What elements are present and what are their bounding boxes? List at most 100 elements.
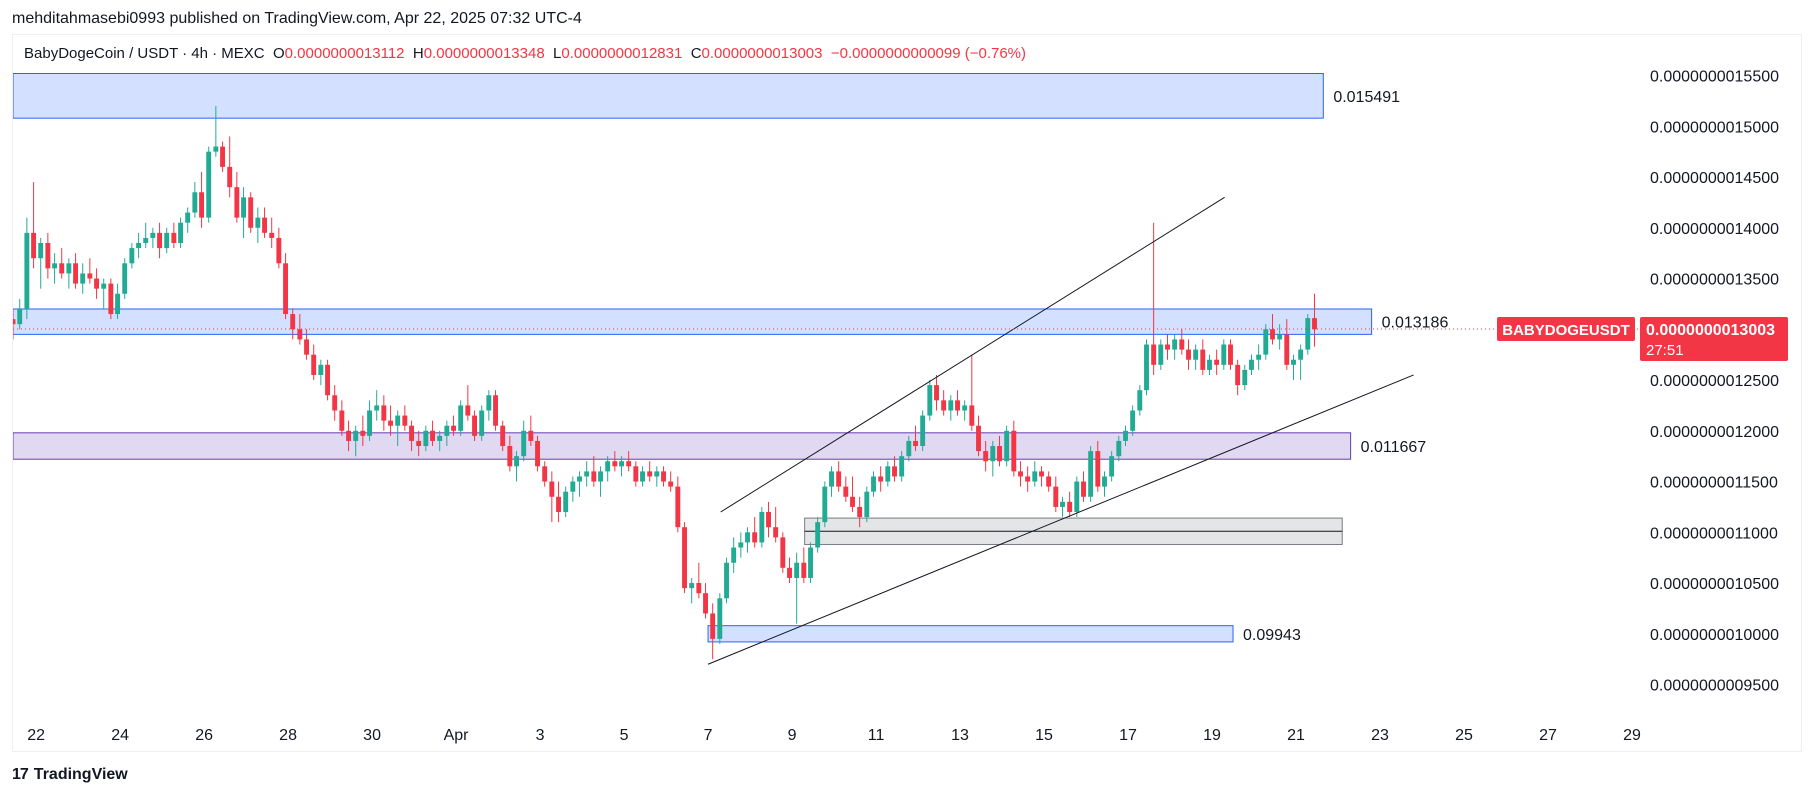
candle-body xyxy=(346,430,352,441)
symbol-tag-text: BABYDOGEUSDT xyxy=(1502,322,1630,339)
candle-body xyxy=(759,511,765,543)
candle-body xyxy=(745,532,750,543)
candle-body xyxy=(647,471,653,477)
candle-body xyxy=(1291,359,1296,365)
candle-body xyxy=(766,511,771,528)
candle-body xyxy=(73,263,79,284)
candle-body xyxy=(1109,456,1115,477)
candle-body xyxy=(514,456,519,467)
candle-body xyxy=(808,547,813,578)
candle-body xyxy=(493,395,499,426)
candle-body xyxy=(822,486,828,523)
candle-body xyxy=(1137,390,1143,411)
y-axis-tick-label: 0.0000000009500 xyxy=(1650,678,1779,695)
zone-09943 xyxy=(707,625,1234,643)
legend-open-label: O xyxy=(273,45,285,62)
candle-body xyxy=(864,491,870,518)
candle-body xyxy=(52,263,58,269)
candle-body xyxy=(773,527,779,538)
zone-011667-label: 0.011667 xyxy=(1361,439,1427,456)
candle-body xyxy=(1046,476,1052,487)
candle-body xyxy=(885,466,891,482)
candle-body xyxy=(1214,359,1220,365)
zone-09943-label: 0.09943 xyxy=(1243,627,1301,644)
candle-body xyxy=(997,446,1002,462)
candle-body xyxy=(381,405,387,421)
candle-body xyxy=(157,232,163,249)
candle-body xyxy=(192,192,198,213)
candle-body xyxy=(80,273,86,284)
x-axis-tick-label: 11 xyxy=(868,727,885,744)
candle-body xyxy=(521,430,527,457)
x-axis-tick-label: 24 xyxy=(111,727,129,744)
candle-body xyxy=(430,430,436,441)
candle-body xyxy=(262,217,268,233)
x-axis-tick-label: 13 xyxy=(951,727,969,744)
legend-symbol[interactable]: BabyDogeCoin / USDT · 4h · MEXC xyxy=(24,45,265,62)
candle-body xyxy=(675,486,681,528)
y-axis-tick-label: 0.0000000010000 xyxy=(1650,627,1779,644)
candle-body xyxy=(255,217,261,228)
price-tag-bg xyxy=(1640,316,1788,361)
candle-body xyxy=(1221,344,1227,365)
candle-body xyxy=(507,446,513,467)
x-axis-tick-label: 19 xyxy=(1203,727,1221,744)
candle-body xyxy=(577,476,582,482)
candle-body xyxy=(1270,329,1275,340)
footer-brand[interactable]: 17 TradingView xyxy=(12,766,128,784)
candle-body xyxy=(451,425,457,431)
candle-body xyxy=(640,471,645,482)
candle-body xyxy=(416,440,422,447)
candle-body xyxy=(612,461,618,467)
candle-body xyxy=(241,197,247,218)
candle-body xyxy=(388,420,394,426)
candle-body xyxy=(206,151,212,218)
y-axis-tick-label: 0.0000000014500 xyxy=(1650,170,1779,187)
candle-body xyxy=(59,263,65,274)
candle-body xyxy=(1312,318,1317,330)
candle-body xyxy=(465,405,471,416)
candle-body xyxy=(913,440,918,447)
candle-body xyxy=(1235,364,1241,386)
legend-close-label: C xyxy=(690,45,702,62)
candle-body xyxy=(962,405,968,411)
candle-body xyxy=(836,471,842,487)
candle-body xyxy=(1249,359,1254,370)
candle-body xyxy=(178,222,184,244)
candle-body xyxy=(479,410,485,436)
candle-body xyxy=(1305,318,1311,350)
y-axis-tick-label: 0.0000000012000 xyxy=(1650,424,1779,441)
candle-body xyxy=(395,415,401,426)
x-axis-tick-label: 28 xyxy=(279,727,297,744)
candle-body xyxy=(591,471,597,482)
candle-body xyxy=(38,243,44,259)
candle-body xyxy=(472,415,478,436)
candle-body xyxy=(1256,354,1262,360)
candle-body xyxy=(703,593,708,614)
x-axis-tick-label: 25 xyxy=(1455,727,1473,744)
candle-body xyxy=(297,329,303,340)
footer-brand-text: TradingView xyxy=(33,766,128,783)
legend-high-label: H xyxy=(412,45,424,62)
candle-body xyxy=(787,567,792,578)
candle-body xyxy=(878,476,884,482)
y-axis-tick-label: 0.0000000014000 xyxy=(1650,221,1779,238)
candle-body xyxy=(1277,334,1283,340)
candle-body xyxy=(710,613,716,639)
zone-015491-label: 0.015491 xyxy=(1333,89,1400,106)
candle-body xyxy=(598,471,603,482)
candle-body xyxy=(1004,430,1010,462)
x-axis-tick-label: 7 xyxy=(704,727,713,744)
candle-body xyxy=(668,481,674,487)
x-axis-tick-label: 15 xyxy=(1035,727,1053,744)
candle-body xyxy=(1032,471,1038,482)
candle-body xyxy=(423,430,429,447)
price-tag-countdown: 27:51 xyxy=(1646,342,1684,359)
y-axis-tick-label: 0.0000000011500 xyxy=(1650,475,1778,492)
candle-body xyxy=(150,232,156,238)
candle-body xyxy=(584,471,590,477)
candle-body xyxy=(1284,334,1290,365)
y-axis-tick-label: 0.0000000013500 xyxy=(1650,272,1779,289)
candle-body xyxy=(94,278,100,289)
